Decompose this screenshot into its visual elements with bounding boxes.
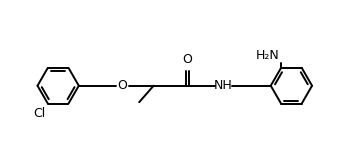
Text: H₂N: H₂N [255, 49, 279, 62]
Text: O: O [182, 53, 192, 66]
Text: Cl: Cl [33, 107, 45, 120]
Text: O: O [118, 79, 128, 92]
Text: NH: NH [214, 79, 233, 92]
